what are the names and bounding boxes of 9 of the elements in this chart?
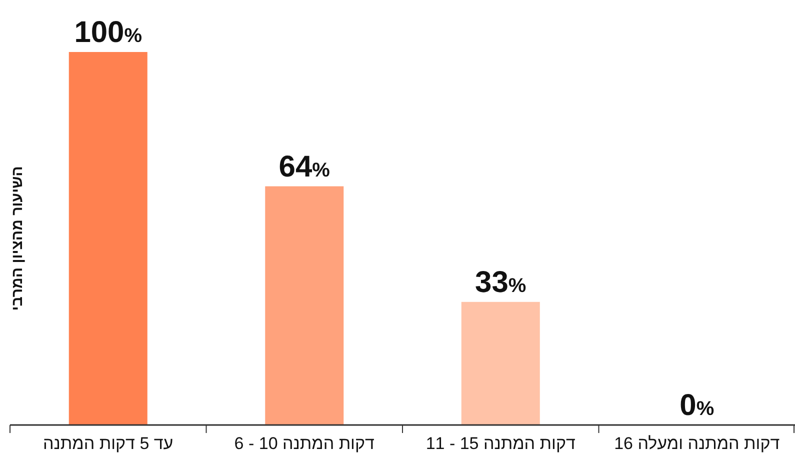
x-tick-label: 6 - 10 דקות המתנה [234,434,374,453]
data-label: 0% [680,389,714,422]
x-tick-label: עד 5 דקות המתנה [43,434,174,453]
x-tick-label: 16 דקות המתנה ומעלה [614,434,780,453]
y-axis-title: השיעור מהציון המרבי [9,166,26,311]
x-tick-label: 11 - 15 דקות המתנה [426,434,576,453]
data-label: 64% [278,150,330,184]
data-label: 33% [475,266,526,299]
data-label: 100% [74,16,142,49]
